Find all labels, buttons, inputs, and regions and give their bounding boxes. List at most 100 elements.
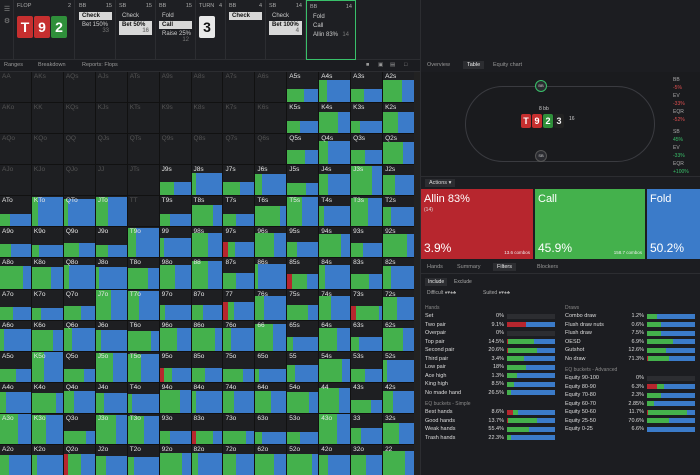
range-cell[interactable]: 84s [319, 258, 351, 289]
strategy-block-0[interactable]: Allin 83% (14) 3.9% 13.6 combos [421, 189, 533, 259]
view-icon-4[interactable]: □ [404, 62, 408, 68]
filter-row[interactable]: Flush draw 7.5% [561, 329, 699, 338]
range-cell[interactable]: 92s [383, 227, 414, 258]
filter-row[interactable]: OESD 6.9% [561, 338, 699, 347]
grid-scrollbar[interactable] [414, 72, 420, 475]
range-cell[interactable]: QTs [127, 134, 159, 165]
range-cell[interactable]: 42o [319, 444, 351, 475]
range-cell[interactable]: Q2s [383, 134, 414, 165]
range-cell[interactable]: 84o [191, 382, 223, 413]
action-option[interactable]: Allin 83% 14 [310, 31, 352, 39]
range-cell[interactable]: 95s [287, 227, 319, 258]
position-column-4[interactable]: SB 14 Check Bet 100% 4 [266, 0, 306, 60]
range-cell[interactable]: 52s [383, 351, 414, 382]
range-cell[interactable]: T3s [351, 196, 383, 227]
range-cell[interactable]: T6o [127, 320, 159, 351]
action-option[interactable]: Bet 150% 33 [79, 21, 112, 35]
range-cell[interactable]: 43o [319, 413, 351, 444]
range-cell[interactable]: T5o [127, 351, 159, 382]
range-cell[interactable]: 75o [223, 351, 255, 382]
range-cell[interactable]: A8o [0, 258, 31, 289]
range-cell[interactable]: K7o [31, 289, 63, 320]
filter-row[interactable]: Equity 90-100 0% [561, 374, 699, 383]
range-cell[interactable]: J5s [287, 165, 319, 196]
filter-row[interactable]: Good hands 13.7% [421, 417, 559, 426]
range-cell[interactable]: 83o [191, 413, 223, 444]
range-cell[interactable]: T2o [127, 444, 159, 475]
range-cell[interactable]: A2o [0, 444, 31, 475]
position-column-0[interactable]: BB 15 Check Bet 150% 33 [76, 0, 116, 60]
range-cell[interactable]: 53s [351, 351, 383, 382]
range-cell[interactable]: 72s [383, 289, 414, 320]
range-cell[interactable]: KJo [31, 165, 63, 196]
range-cell[interactable]: J2o [95, 444, 127, 475]
range-cell[interactable]: J6o [95, 320, 127, 351]
range-cell[interactable]: 44 [319, 382, 351, 413]
range-cell[interactable]: K7s [223, 103, 255, 134]
suited-suits[interactable]: Suited ♦♥♠♣ [483, 290, 511, 296]
range-cell[interactable]: 93o [159, 413, 191, 444]
range-cell[interactable]: K4s [319, 103, 351, 134]
range-cell[interactable]: A7o [0, 289, 31, 320]
filter-row[interactable]: No draw 71.3% [561, 355, 699, 364]
range-cell[interactable]: T3o [127, 413, 159, 444]
range-cell[interactable]: 62s [383, 320, 414, 351]
range-cell[interactable]: 86s [255, 258, 287, 289]
range-cell[interactable]: 72o [223, 444, 255, 475]
range-cell[interactable]: 97s [223, 227, 255, 258]
range-cell[interactable]: AA [0, 72, 31, 103]
view-icon-1[interactable]: ■ [366, 62, 370, 68]
range-cell[interactable]: JTs [127, 165, 159, 196]
range-cell[interactable]: 66 [255, 320, 287, 351]
filter-row[interactable]: Gutshot 12.6% [561, 346, 699, 355]
range-cell[interactable]: AJs [95, 72, 127, 103]
range-cell[interactable]: A7s [223, 72, 255, 103]
range-cell[interactable]: 75s [287, 289, 319, 320]
range-cell[interactable]: 83s [351, 258, 383, 289]
range-cell[interactable]: 86o [191, 320, 223, 351]
range-cell[interactable]: 76s [255, 289, 287, 320]
range-cell[interactable]: A9s [159, 72, 191, 103]
range-cell[interactable]: 93s [351, 227, 383, 258]
range-cell[interactable]: J6s [255, 165, 287, 196]
range-cell[interactable]: J8s [191, 165, 223, 196]
action-option[interactable]: Fold [310, 13, 352, 21]
filter-row[interactable]: Third pair 3.4% [421, 355, 559, 364]
range-cell[interactable]: Q9o [63, 227, 95, 258]
range-cell[interactable]: J9s [159, 165, 191, 196]
range-cell[interactable]: 33 [351, 413, 383, 444]
range-cell[interactable]: K6o [31, 320, 63, 351]
range-cell[interactable]: K6s [255, 103, 287, 134]
filter-row[interactable]: Equity 70-80 2.3% [561, 391, 699, 400]
range-cell[interactable]: 82o [191, 444, 223, 475]
turn-column[interactable]: TURN 4 3 [196, 0, 226, 60]
range-cell[interactable]: T2s [383, 196, 414, 227]
range-cell[interactable]: Q3o [63, 413, 95, 444]
range-cell[interactable]: KTs [127, 103, 159, 134]
range-cell[interactable]: A6s [255, 72, 287, 103]
filter-row[interactable]: Flush draw nuts 0.6% [561, 321, 699, 330]
range-cell[interactable]: 96o [159, 320, 191, 351]
range-grid[interactable]: AA AKs AQs AJs ATs A9s A8s A7s A6s A5s A4s A3s A2s AK… [0, 72, 414, 475]
range-cell[interactable]: Q3s [351, 134, 383, 165]
range-cell[interactable]: AKs [31, 72, 63, 103]
range-cell[interactable]: Q9s [159, 134, 191, 165]
filter-row[interactable]: Equity 50-60 11.7% [561, 408, 699, 417]
range-cell[interactable]: 64o [255, 382, 287, 413]
filter-row[interactable]: Weak hands 55.4% [421, 425, 559, 434]
range-cell[interactable]: A3o [0, 413, 31, 444]
range-cell[interactable]: 87s [223, 258, 255, 289]
range-cell[interactable]: J8o [95, 258, 127, 289]
filter-row[interactable]: Top pair 14.5% [421, 338, 559, 347]
range-cell[interactable]: K8o [31, 258, 63, 289]
range-cell[interactable]: 95o [159, 351, 191, 382]
range-cell[interactable]: J5o [95, 351, 127, 382]
range-cell[interactable]: A6o [0, 320, 31, 351]
range-cell[interactable]: Q7o [63, 289, 95, 320]
range-cell[interactable]: KQs [63, 103, 95, 134]
action-option[interactable]: Bet 50% 16 [119, 21, 152, 35]
range-cell[interactable]: KJs [95, 103, 127, 134]
range-cell[interactable]: QTo [63, 196, 95, 227]
range-cell[interactable]: 54s [319, 351, 351, 382]
